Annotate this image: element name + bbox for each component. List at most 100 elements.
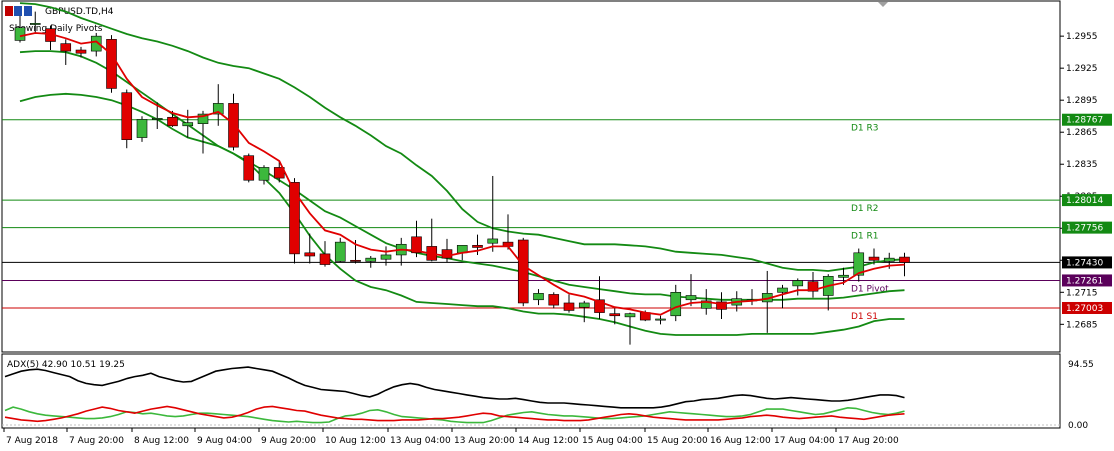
candle-body [212, 103, 224, 115]
candle-body [243, 155, 255, 181]
candle-body [868, 256, 880, 261]
adx-panel [1, 353, 1061, 429]
candle-body [670, 291, 682, 317]
candle-body [624, 313, 636, 318]
adx-plus-di-line [4, 406, 905, 424]
moving-average [19, 32, 905, 316]
candle-body [75, 49, 87, 54]
band-upper-line [19, 2, 905, 272]
symbol-icon[interactable] [5, 6, 32, 16]
price-tick-label: 1.2685 [1066, 320, 1098, 330]
level-tag-box [1062, 301, 1112, 314]
candle-body [517, 239, 529, 304]
level-tag-box [1062, 256, 1112, 269]
time-tick-label: 15 Aug 20:00 [647, 436, 708, 446]
time-tick-label: 16 Aug 12:00 [710, 436, 771, 446]
candle-body [29, 23, 41, 25]
level-name: D1 R1 [851, 232, 879, 242]
candle-body [838, 274, 849, 278]
candle-body [533, 293, 544, 301]
adx-label: ADX(5) 42.90 10.51 19.25 [7, 360, 125, 370]
candle-body [441, 249, 453, 259]
level-tag-box [1062, 113, 1112, 126]
time-axis: 7 Aug 2018 7 Aug 20:00 8 Aug 12:00 9 Aug 04… [3, 428, 899, 446]
level-tag-label: 1.27003 [1066, 304, 1103, 314]
candle-body [487, 238, 499, 244]
candle-body [197, 113, 209, 124]
candle-body [136, 119, 148, 138]
level-tag-label: 1.27430 [1066, 258, 1103, 268]
pivot-levels: D1 R3 D1 R2 D1 R1 D1 Pivot D1 S1 [2, 119, 1060, 322]
time-tick-label: 13 Aug 20:00 [454, 436, 515, 446]
candle-body [365, 257, 377, 262]
level-name: D1 S1 [851, 312, 878, 322]
candle-body [899, 256, 910, 263]
price-tick-label: 1.2715 [1066, 288, 1098, 298]
time-tick-label: 7 Aug 20:00 [69, 436, 124, 446]
candle-body [807, 281, 819, 292]
time-tick-label: 9 Aug 20:00 [261, 436, 316, 446]
level-name: D1 Pivot [851, 284, 889, 294]
time-tick-label: 9 Aug 04:00 [197, 436, 252, 446]
candle-body [350, 259, 361, 262]
time-tick-label: 13 Aug 04:00 [390, 436, 451, 446]
level-tag-box [1062, 274, 1112, 287]
level-tag-box [1062, 221, 1112, 234]
chart-shift-marker-icon[interactable] [878, 2, 888, 7]
time-tick-label: 15 Aug 04:00 [582, 436, 643, 446]
time-tick-label: 14 Aug 12:00 [518, 436, 579, 446]
candle-body [319, 253, 331, 265]
price-panel [1, 0, 1061, 353]
candle-body [167, 116, 178, 127]
price-tick-label: 1.2895 [1066, 96, 1098, 106]
candle-body [655, 318, 666, 321]
candle-body [594, 299, 605, 313]
candle-body [853, 252, 865, 276]
adx-main-line [4, 366, 905, 409]
level-name: D1 R3 [851, 124, 879, 134]
candle-body [578, 302, 590, 308]
candle-body [380, 254, 392, 260]
candle-body [258, 167, 270, 181]
candle-body [106, 39, 117, 89]
adx-minus-di-line [4, 405, 905, 423]
candle-body [334, 241, 346, 262]
candlesticks [14, 11, 910, 345]
time-tick-label: 17 Aug 04:00 [774, 436, 835, 446]
symbol-title: GBPUSD.TD,H4 [45, 7, 114, 17]
candle-body [685, 295, 697, 301]
price-tick-label: 1.2865 [1066, 128, 1098, 138]
candle-body [609, 313, 621, 317]
price-tick-label: 1.2925 [1066, 64, 1098, 74]
candle-body [182, 122, 194, 127]
level-name: D1 R2 [851, 204, 879, 214]
level-tag-label: 1.28767 [1066, 116, 1103, 126]
indicator-label: Showing Daily Pivots [9, 24, 103, 34]
price-tick-label: 1.2955 [1066, 32, 1098, 42]
time-tick-label: 8 Aug 12:00 [134, 436, 189, 446]
candle-body [777, 287, 788, 293]
time-tick-label: 17 Aug 20:00 [838, 436, 899, 446]
time-tick-label: 7 Aug 2018 [6, 436, 58, 446]
candle-body [792, 280, 804, 287]
adx-scale-top: 94.55 [1068, 360, 1094, 370]
candle-body [121, 92, 133, 140]
candle-body [716, 301, 727, 310]
adx-scale-bottom: 0.00 [1068, 421, 1088, 431]
level-tags: 1.28767 1.28014 1.27756 1.27430 1.27261 1.270… [1062, 113, 1112, 314]
level-tag-box [1062, 194, 1112, 207]
candle-body [411, 236, 422, 254]
level-tag-label: 1.28014 [1066, 196, 1103, 206]
candle-body [14, 27, 26, 41]
time-tick-label: 10 Aug 12:00 [325, 436, 386, 446]
adx-lines [4, 366, 905, 424]
candle-body [472, 245, 483, 248]
candle-body [90, 35, 102, 52]
candle-body [700, 300, 712, 309]
candle-body [548, 294, 560, 306]
candle-body [228, 103, 239, 148]
candle-body [563, 302, 575, 311]
level-tag-label: 1.27756 [1066, 224, 1103, 234]
candle-body [883, 257, 895, 262]
